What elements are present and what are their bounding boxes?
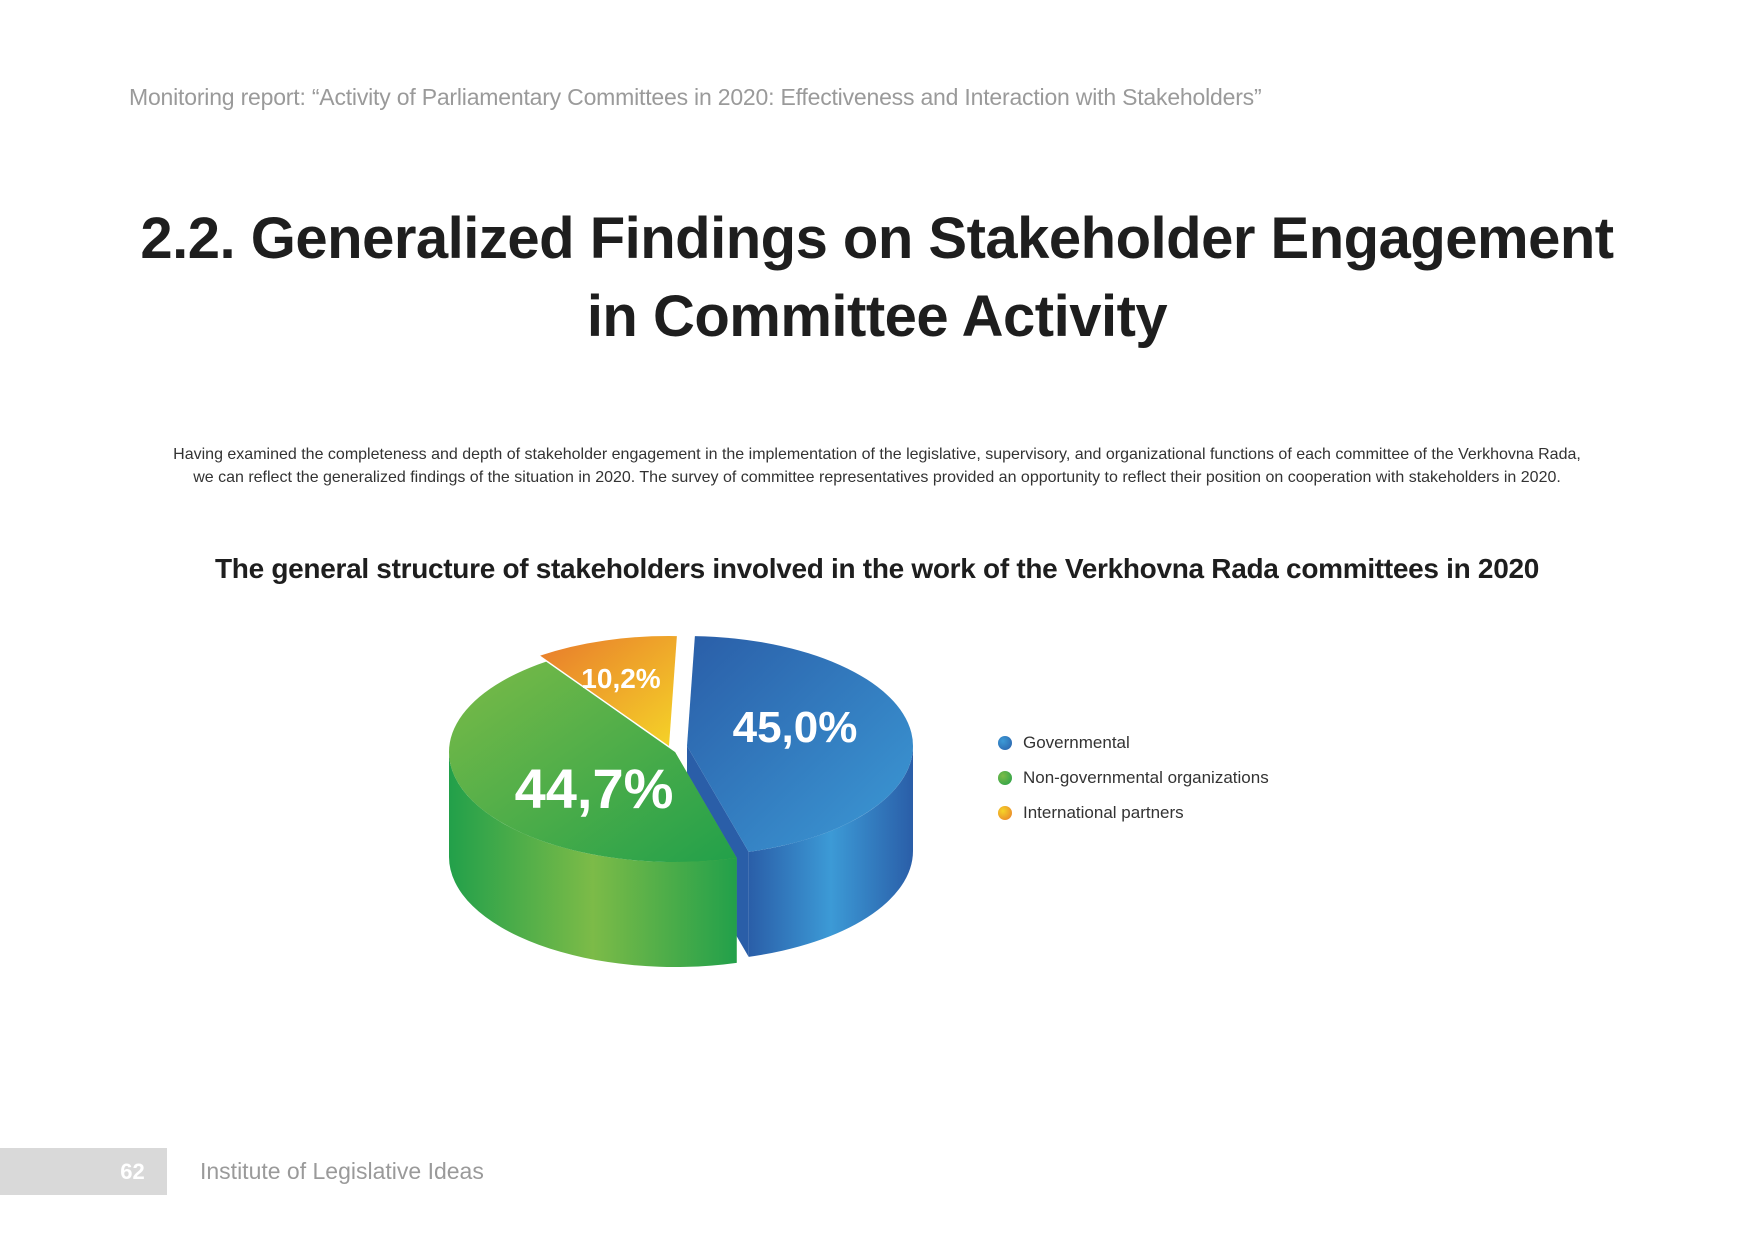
- legend-label: Non-governmental organizations: [1023, 767, 1269, 787]
- intro-line-1: Having examined the completeness and dep…: [173, 446, 1581, 463]
- running-header: Monitoring report: “Activity of Parliame…: [129, 84, 1262, 110]
- section-title-line-1: 2.2. Generalized Findings on Stakeholder…: [140, 206, 1614, 271]
- pie-slice-non-governmental-organizations: [449, 661, 737, 967]
- chart-legend: Governmental Non-governmental organizatio…: [998, 725, 1269, 830]
- data-label-governmental: 45,0%: [733, 703, 858, 752]
- legend-label: Governmental: [1023, 732, 1130, 752]
- pie-slice-international-partners: [540, 636, 677, 746]
- intro-line-2: we can reflect the generalized findings …: [193, 469, 1561, 486]
- page-number-box: [0, 1148, 167, 1195]
- legend-label: International partners: [1023, 802, 1184, 822]
- legend-item: Governmental: [998, 725, 1269, 760]
- slice-top: [540, 636, 677, 746]
- legend-swatch: [998, 805, 1012, 820]
- legend-swatch: [998, 770, 1012, 785]
- section-title: 2.2. Generalized Findings on Stakeholder…: [127, 200, 1627, 356]
- intro-paragraph: Having examined the completeness and dep…: [150, 443, 1604, 489]
- footer-organization: Institute of Legislative Ideas: [200, 1158, 484, 1184]
- data-label-international-partners: 10,2%: [581, 663, 660, 694]
- legend-item: International partners: [998, 795, 1269, 830]
- slice-top: [449, 661, 737, 862]
- section-title-line-2: in Committee Activity: [586, 284, 1168, 349]
- legend-swatch: [998, 735, 1012, 750]
- slice-side: [449, 752, 737, 967]
- page-number: 62: [120, 1159, 145, 1184]
- chart-title: The general structure of stakeholders in…: [214, 553, 1540, 584]
- data-label-non-governmental-organizations: 44,7%: [515, 757, 674, 820]
- legend-item: Non-governmental organizations: [998, 760, 1269, 795]
- slice-side: [748, 746, 913, 957]
- slice-top: [687, 636, 913, 852]
